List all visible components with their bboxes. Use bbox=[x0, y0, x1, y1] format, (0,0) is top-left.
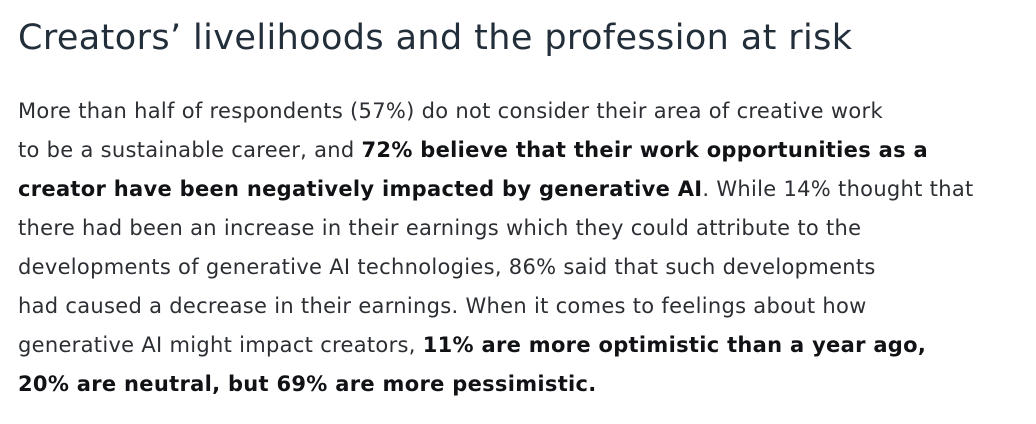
paragraph-line: to be a sustainable career, and 72% beli… bbox=[18, 131, 1018, 170]
paragraph-line: developments of generative AI technologi… bbox=[18, 248, 1018, 287]
body-text: to be a sustainable career, and bbox=[18, 138, 362, 162]
body-text: had caused a decrease in their earnings.… bbox=[18, 294, 867, 318]
bold-statistic-text: creator have been negatively impacted by… bbox=[18, 177, 703, 201]
bold-statistic-text: 11% are more optimistic than a year ago, bbox=[422, 333, 927, 357]
bold-statistic-text: 20% are neutral, but 69% are more pessim… bbox=[18, 372, 597, 396]
body-text: developments of generative AI technologi… bbox=[18, 255, 876, 279]
paragraph-line: creator have been negatively impacted by… bbox=[18, 170, 1018, 209]
article-section: Creators’ livelihoods and the profession… bbox=[0, 17, 1036, 404]
body-paragraph: More than half of respondents (57%) do n… bbox=[18, 92, 1018, 404]
body-text: there had been an increase in their earn… bbox=[18, 216, 862, 240]
paragraph-line: More than half of respondents (57%) do n… bbox=[18, 92, 1018, 131]
bold-statistic-text: 72% believe that their work opportunitie… bbox=[361, 138, 928, 162]
paragraph-line: 20% are neutral, but 69% are more pessim… bbox=[18, 365, 1018, 404]
body-text: generative AI might impact creators, bbox=[18, 333, 423, 357]
section-heading: Creators’ livelihoods and the profession… bbox=[18, 18, 853, 58]
body-text: More than half of respondents (57%) do n… bbox=[18, 99, 883, 123]
paragraph-line: generative AI might impact creators, 11%… bbox=[18, 326, 1018, 365]
paragraph-line: there had been an increase in their earn… bbox=[18, 209, 1018, 248]
paragraph-line: had caused a decrease in their earnings.… bbox=[18, 287, 1018, 326]
body-text: . While 14% thought that bbox=[702, 177, 974, 201]
